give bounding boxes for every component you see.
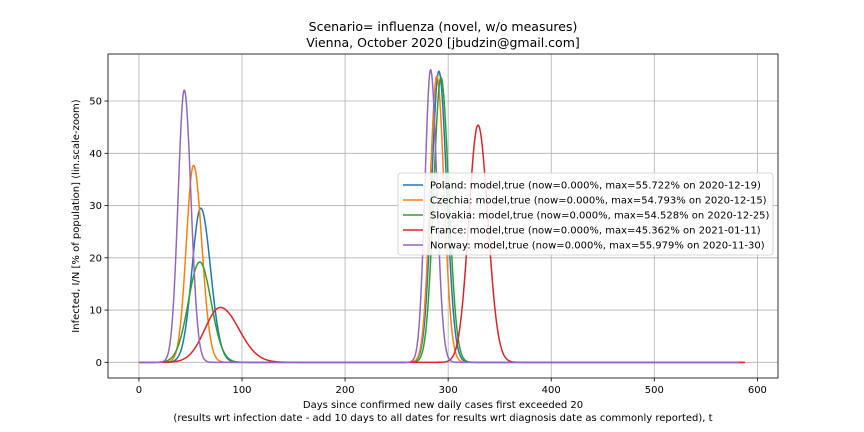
y-tick-label: 50 [89, 97, 102, 108]
chart-title-line-2: Vienna, October 2020 [jbudzin@gmail.com] [306, 35, 580, 50]
x-axis-label-line-2: (results wrt infection date - add 10 day… [173, 413, 712, 424]
x-tick-label: 200 [336, 385, 355, 396]
legend-frame [397, 172, 774, 256]
y-tick-label: 20 [89, 253, 102, 264]
y-tick-label: 0 [96, 358, 102, 369]
legend-entry: Czechia: model,true (now=0.000%, max=54.… [430, 196, 767, 207]
legend-entry: Poland: model,true (now=0.000%, max=55.7… [430, 181, 761, 192]
legend-entry: Norway: model,true (now=0.000%, max=55.9… [430, 241, 765, 252]
x-axis: 0 100 200 300 400 500 600 [136, 378, 767, 396]
x-tick-label: 100 [232, 385, 251, 396]
y-tick-label: 10 [89, 306, 102, 317]
x-tick-label: 500 [645, 385, 664, 396]
legend: Poland: model,true (now=0.000%, max=55.7… [397, 172, 774, 256]
plot-area-frame [107, 53, 779, 379]
y-tick-label: 30 [89, 201, 102, 212]
y-axis-label: Infected, I/N [% of population] (lin.sca… [71, 99, 82, 332]
legend-entry: Slovakia: model,true (now=0.000%, max=54… [430, 211, 770, 222]
y-tick-label: 40 [89, 149, 102, 160]
x-axis-label-line-1: Days since confirmed new daily cases fir… [303, 400, 583, 411]
x-tick-label: 300 [439, 385, 458, 396]
legend-entry: France: model,true (now=0.000%, max=45.3… [430, 226, 761, 237]
x-tick-label: 600 [748, 385, 767, 396]
x-tick-label: 0 [136, 385, 142, 396]
x-tick-label: 400 [542, 385, 561, 396]
chart-title-line-1: Scenario= influenza (novel, w/o measures… [309, 19, 578, 34]
y-axis: 0 10 20 30 40 50 [89, 97, 108, 369]
